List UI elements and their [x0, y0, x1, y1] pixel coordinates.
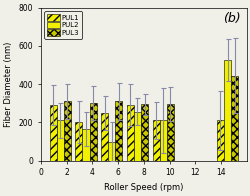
Bar — [230, 75, 237, 161]
Bar — [75, 122, 82, 161]
Bar — [56, 121, 64, 161]
Bar — [166, 104, 173, 161]
Y-axis label: Fiber Diameter (nm): Fiber Diameter (nm) — [4, 42, 13, 127]
Bar — [152, 121, 159, 161]
Bar — [82, 129, 89, 161]
Bar — [101, 113, 108, 161]
Bar — [216, 121, 223, 161]
Bar — [89, 103, 96, 161]
Bar — [126, 105, 134, 161]
Bar — [159, 121, 166, 161]
Legend: PUL1, PUL2, PUL3: PUL1, PUL2, PUL3 — [44, 11, 82, 39]
Bar — [223, 60, 230, 161]
X-axis label: Roller Speed (rpm): Roller Speed (rpm) — [104, 183, 183, 192]
Bar — [50, 105, 56, 161]
Bar — [134, 112, 140, 161]
Bar — [108, 142, 115, 161]
Bar — [115, 101, 122, 161]
Bar — [140, 104, 147, 161]
Text: (b): (b) — [222, 12, 240, 25]
Bar — [64, 101, 70, 161]
